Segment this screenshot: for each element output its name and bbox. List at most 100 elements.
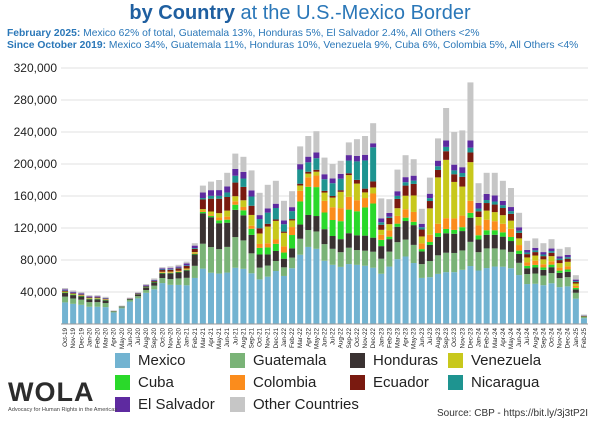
bar-segment-colombia bbox=[475, 225, 482, 236]
bar-segment-mexico bbox=[86, 306, 93, 324]
bar-segment-nicaragua bbox=[564, 257, 571, 259]
bar-segment-mexico bbox=[207, 272, 214, 324]
bar-segment-honduras bbox=[240, 215, 247, 241]
bar-segment-venezuela bbox=[224, 210, 231, 217]
x-tick-label: Feb-24 bbox=[484, 328, 491, 348]
bar-segment-honduras bbox=[378, 246, 385, 259]
bar-segment-cuba bbox=[289, 235, 296, 249]
bar-segment-guatemala bbox=[467, 241, 474, 267]
bar-segment-ecuador bbox=[183, 265, 190, 269]
bar-segment-other-countries bbox=[280, 200, 287, 221]
bar-segment-nicaragua bbox=[313, 158, 320, 170]
bar-segment-mexico bbox=[572, 298, 579, 324]
bar-segment-other-countries bbox=[548, 239, 555, 249]
bar-segment-cuba bbox=[248, 228, 255, 235]
bar-segment-colombia bbox=[443, 218, 450, 229]
bar-stack bbox=[532, 238, 539, 324]
legend-swatch bbox=[115, 397, 130, 412]
bar-segment-nicaragua bbox=[362, 160, 369, 189]
bar-segment-cuba bbox=[499, 232, 506, 237]
bar-segment-mexico bbox=[321, 260, 328, 324]
bar-segment-venezuela bbox=[572, 283, 579, 286]
bar-segment-venezuela bbox=[345, 175, 352, 197]
bar-segment-other-countries bbox=[556, 248, 563, 257]
bar-segment-other-countries bbox=[272, 180, 279, 204]
bar-segment-other-countries bbox=[402, 155, 409, 178]
bar-stack bbox=[232, 153, 239, 324]
bar-segment-colombia bbox=[451, 218, 458, 230]
bar-segment-nicaragua bbox=[353, 161, 360, 180]
bar-segment-guatemala bbox=[370, 251, 377, 268]
bar-segment-honduras bbox=[207, 217, 214, 248]
bar-segment-honduras bbox=[345, 233, 352, 248]
bar-stack bbox=[280, 200, 287, 324]
x-tick-label: Sep-21 bbox=[249, 328, 256, 349]
bar-segment-colombia bbox=[362, 198, 369, 208]
bar-segment-colombia bbox=[337, 208, 344, 222]
bar-stack bbox=[329, 164, 336, 324]
bar-segment-mexico bbox=[183, 285, 190, 324]
bar-segment-cuba bbox=[370, 203, 377, 238]
bar-segment-cuba bbox=[572, 287, 579, 290]
x-tick-label: Oct-21 bbox=[257, 328, 264, 347]
bar-segment-guatemala bbox=[248, 253, 255, 274]
bar-segment-el-salvador bbox=[151, 279, 158, 281]
bar-segment-el-salvador bbox=[183, 263, 190, 266]
bar-segment-other-countries bbox=[321, 157, 328, 175]
bar-segment-guatemala bbox=[540, 275, 547, 286]
bar-segment-honduras bbox=[126, 299, 133, 300]
bar-segment-nicaragua bbox=[191, 248, 198, 249]
bar-segment-colombia bbox=[305, 177, 312, 187]
bar-segment-cuba bbox=[264, 247, 271, 255]
bar-segment-cuba bbox=[191, 253, 198, 255]
bar-segment-honduras bbox=[62, 293, 69, 297]
bar-segment-nicaragua bbox=[475, 208, 482, 212]
bar-segment-cuba bbox=[183, 269, 190, 271]
bar-segment-el-salvador bbox=[564, 254, 571, 258]
bar-segment-el-salvador bbox=[418, 223, 425, 228]
bar-segment-honduras bbox=[353, 235, 360, 251]
bar-segment-mexico bbox=[435, 273, 442, 324]
bar-segment-guatemala bbox=[329, 248, 336, 265]
bar-segment-ecuador bbox=[289, 219, 296, 221]
bar-segment-mexico bbox=[224, 272, 231, 324]
bar-segment-venezuela bbox=[507, 220, 514, 229]
x-tick-label: Sep-20 bbox=[151, 328, 158, 349]
bar-segment-nicaragua bbox=[175, 267, 182, 269]
bar-segment-mexico bbox=[240, 268, 247, 324]
bar-segment-honduras bbox=[143, 287, 150, 290]
bar-segment-cuba bbox=[491, 230, 498, 235]
bar-stack bbox=[272, 180, 279, 324]
bar-segment-mexico bbox=[94, 306, 101, 324]
bar-segment-guatemala bbox=[362, 250, 369, 266]
bar-segment-el-salvador bbox=[475, 202, 482, 209]
legend-swatch bbox=[230, 397, 245, 412]
bar-segment-colombia bbox=[199, 210, 206, 212]
bar-segment-guatemala bbox=[459, 250, 466, 270]
bar-segment-ecuador bbox=[345, 173, 352, 176]
bar-segment-other-countries bbox=[256, 192, 263, 216]
bar-segment-honduras bbox=[118, 306, 125, 308]
bar-segment-colombia bbox=[548, 261, 555, 265]
bar-segment-ecuador bbox=[240, 186, 247, 201]
bar-segment-cuba bbox=[443, 228, 450, 234]
bar-segment-ecuador bbox=[556, 260, 563, 264]
bar-segment-honduras bbox=[467, 217, 474, 242]
bar-segment-mexico bbox=[394, 259, 401, 324]
x-tick-label: Jan-22 bbox=[281, 328, 288, 348]
bar-segment-other-countries bbox=[175, 264, 182, 267]
bar-segment-mexico bbox=[443, 272, 450, 324]
title-rest: at the U.S.-Mexico Border bbox=[240, 2, 471, 24]
bar-stack bbox=[378, 198, 385, 324]
x-tick-label: Dec-21 bbox=[273, 328, 280, 349]
bar-segment-other-countries bbox=[248, 170, 255, 191]
bar-segment-mexico bbox=[564, 286, 571, 324]
bar-segment-cuba bbox=[167, 272, 174, 274]
legend-swatch bbox=[350, 375, 365, 390]
x-tick-label: Mar-20 bbox=[103, 328, 110, 348]
bar-segment-guatemala bbox=[167, 279, 174, 285]
bar-segment-other-countries bbox=[305, 136, 312, 157]
bar-segment-colombia bbox=[280, 246, 287, 253]
bar-segment-nicaragua bbox=[556, 258, 563, 261]
